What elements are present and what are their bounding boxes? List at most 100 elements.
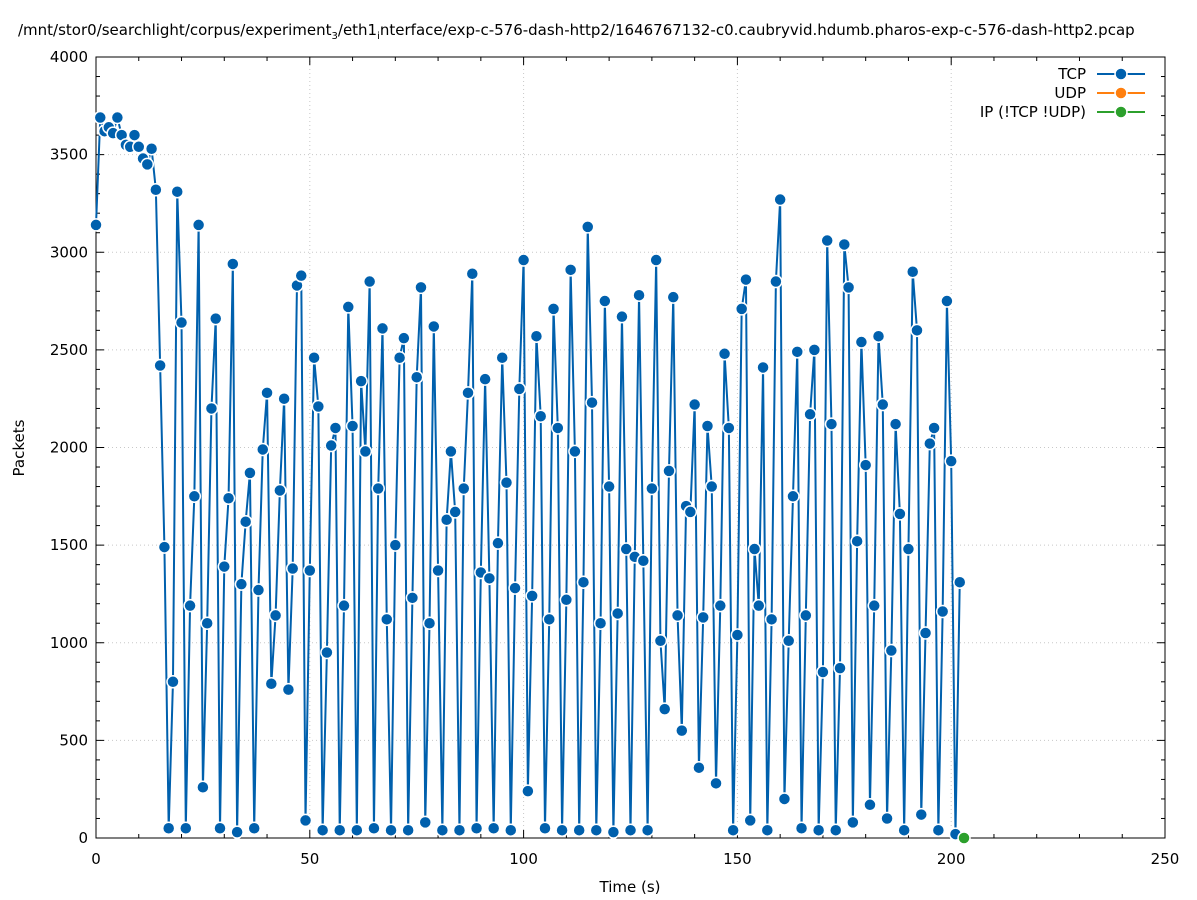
data-point: [217, 559, 232, 574]
legend-label-tcp: TCP: [1057, 65, 1086, 83]
data-point: [657, 702, 672, 716]
data-point: [448, 505, 462, 519]
data-point: [521, 784, 535, 798]
data-point: [221, 491, 236, 506]
data-point: [580, 220, 595, 234]
data-point: [615, 309, 629, 324]
data-point: [166, 675, 180, 689]
data-point: [486, 821, 501, 835]
data-point: [204, 401, 219, 416]
data-point: [491, 536, 505, 550]
data-point: [187, 489, 202, 504]
data-point: [243, 466, 257, 480]
data-point: [183, 598, 197, 613]
data-point: [499, 475, 514, 490]
data-point: [730, 628, 745, 642]
data-point: [273, 483, 287, 498]
data-point: [585, 395, 599, 410]
data-point: [478, 372, 492, 386]
data-point: [769, 274, 783, 289]
data-point: [606, 825, 621, 839]
chart-title-sub2: i: [377, 31, 380, 42]
data-point: [935, 604, 950, 619]
data-point: [161, 821, 176, 835]
data-point: [132, 140, 146, 154]
data-point: [380, 612, 394, 627]
data-point: [619, 542, 633, 556]
data-point: [444, 444, 458, 459]
y-tick-label: 3500: [50, 146, 88, 164]
y-tick-label: 3000: [50, 243, 88, 261]
data-point: [555, 823, 569, 837]
data-point: [495, 350, 509, 365]
data-point: [324, 438, 338, 453]
data-point: [508, 581, 522, 595]
legend-label-ip: IP (!TCP !UDP): [980, 103, 1086, 121]
data-point: [516, 253, 531, 267]
data-point: [264, 677, 279, 691]
data-point: [337, 598, 351, 613]
data-point: [461, 386, 475, 400]
data-point: [409, 370, 424, 384]
data-point: [384, 823, 398, 837]
data-point: [358, 444, 373, 459]
data-point: [260, 386, 274, 400]
data-point: [238, 514, 253, 529]
data-point: [298, 813, 313, 828]
data-point: [786, 489, 800, 504]
data-point: [341, 300, 356, 314]
data-point: [315, 823, 330, 837]
data-point: [696, 610, 710, 625]
x-tick-label: 200: [937, 850, 966, 868]
chart-title: /mnt/stor0/searchlight/corpus/experiment…: [18, 21, 1135, 42]
data-point: [722, 421, 736, 435]
data-point: [504, 823, 518, 837]
data-point: [546, 302, 561, 316]
data-point: [773, 192, 787, 207]
data-point: [854, 335, 869, 349]
data-point: [833, 661, 847, 675]
data-point: [414, 280, 428, 295]
data-point: [350, 823, 364, 837]
data-point: [923, 436, 937, 451]
data-point: [841, 280, 856, 295]
data-point: [208, 311, 223, 326]
y-tick-label: 500: [59, 731, 88, 749]
data-point: [752, 598, 766, 613]
data-point: [893, 507, 907, 521]
data-point: [850, 534, 864, 548]
data-point: [529, 329, 544, 343]
y-axis-title: Packets: [10, 419, 28, 476]
data-point: [294, 268, 308, 283]
data-point: [747, 542, 762, 556]
tick-label-layer: 0 500 1000 1500 2000 2500 3000 3500 4000 0 50 100 15…: [50, 48, 1180, 868]
x-tick-label: 50: [300, 850, 319, 868]
data-point: [110, 110, 125, 125]
data-point: [153, 358, 167, 373]
series-layer: [89, 110, 971, 845]
data-point: [149, 183, 163, 197]
data-point: [144, 142, 159, 156]
series-line-0: [95, 116, 961, 836]
data-point: [931, 823, 946, 837]
data-point: [799, 608, 813, 623]
data-point: [435, 823, 450, 837]
data-point: [247, 821, 261, 835]
data-point: [439, 512, 454, 527]
data-point: [914, 807, 929, 822]
data-point: [687, 397, 702, 412]
chart-title-sub1: 3: [332, 31, 338, 42]
data-point: [388, 538, 403, 552]
data-point: [927, 421, 941, 435]
data-point: [610, 606, 625, 621]
data-point: [559, 593, 574, 607]
data-point: [191, 218, 206, 232]
data-point: [910, 323, 924, 338]
data-point: [653, 634, 668, 648]
data-point: [401, 823, 415, 837]
data-point: [829, 823, 843, 837]
chart-title-part3: nterface/exp-c-576-dash-http2/1646767132…: [380, 21, 1135, 39]
data-point: [576, 575, 591, 589]
data-point: [645, 481, 659, 496]
data-point: [256, 442, 270, 457]
